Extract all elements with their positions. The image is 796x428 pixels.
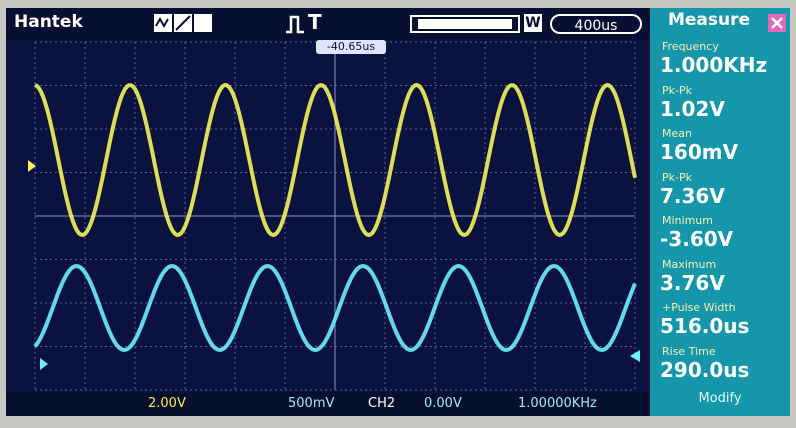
measure-label: Frequency [662,40,719,53]
timebase: 400us [550,14,642,34]
measure-value: 7.36V [660,183,725,208]
close-button[interactable] [768,14,786,32]
measure-value: 1.000KHz [660,53,768,77]
ch1-marker [28,160,36,172]
ch2-waveform [33,263,637,353]
measure-label: Maximum [662,257,717,271]
measure-label: Pk-Pk [662,170,692,184]
brand: Hantek [14,12,83,32]
ch1-scale: 2.00V [148,396,186,411]
mode-icons [154,14,212,32]
top-bar [6,8,650,40]
ch2-scale: 500mV [288,396,335,411]
measure-title: Measure [667,10,751,30]
ch1-waveform [34,82,637,238]
ch2-marker [40,358,48,370]
trigger-offset: -40.65us [316,40,386,54]
measure-label: Minimum [662,214,713,227]
measure-label: Mean [662,127,692,140]
trigger-source: CH2 [368,396,396,411]
measure-value: 3.76V [660,270,725,295]
window-label: W [524,14,542,32]
trigger-frequency: 1.00000KHz [518,396,597,411]
measure-value: 516.0us [660,314,750,338]
modify-button[interactable]: Modify [698,391,742,406]
measure-label: Rise Time [662,344,716,358]
bottom-bar [6,392,650,416]
measure-label: Pk-Pk [662,83,692,97]
measure-value: 1.02V [660,96,725,121]
measure-label: +Pulse Width [662,301,736,314]
trigger-level-marker [630,350,640,362]
measure-value: 290.0us [660,357,750,382]
memory-bar [410,15,520,33]
measure-value: 160mV [660,140,739,164]
trigger-edge-icon [286,15,304,34]
trigger-symbol: T [308,10,322,34]
measure-panel [650,8,790,416]
trigger-level: 0.00V [424,396,462,411]
measure-value: -3.60V [660,227,734,251]
